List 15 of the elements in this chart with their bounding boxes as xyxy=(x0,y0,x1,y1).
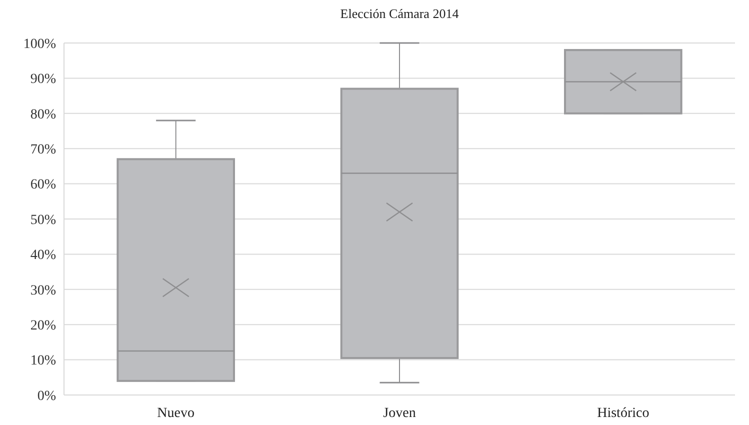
x-tick-label: Joven xyxy=(383,406,416,421)
x-tick-label: Nuevo xyxy=(157,406,194,421)
y-tick-label: 30% xyxy=(30,283,56,298)
y-tick-label: 20% xyxy=(30,318,56,334)
y-tick-label: 100% xyxy=(23,36,56,52)
x-tick-label: Histórico xyxy=(597,406,650,421)
y-tick-label: 60% xyxy=(30,178,56,193)
y-tick-label: 90% xyxy=(30,72,56,88)
y-tick-label: 50% xyxy=(30,212,56,228)
y-tick-label: 0% xyxy=(37,388,56,404)
y-tick-label: 40% xyxy=(30,248,56,264)
y-tick-label: 70% xyxy=(30,142,56,158)
y-tick-label: 80% xyxy=(30,107,56,122)
y-tick-label: 10% xyxy=(30,354,56,369)
chart-title: Elección Cámara 2014 xyxy=(340,6,460,21)
